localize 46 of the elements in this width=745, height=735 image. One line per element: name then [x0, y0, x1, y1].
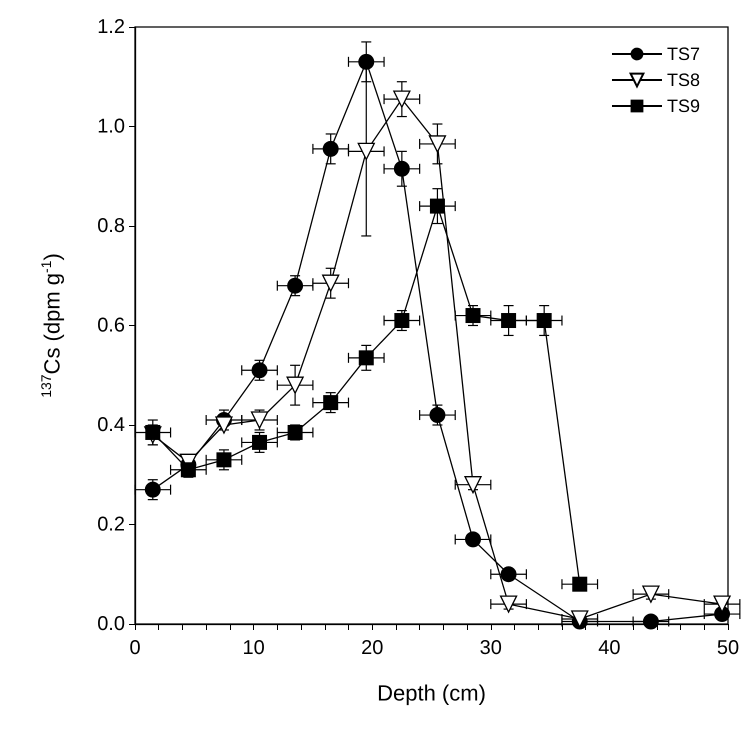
- point: [145, 424, 160, 440]
- point: [358, 350, 374, 366]
- x-tick-label: 40: [598, 637, 621, 659]
- point: [428, 135, 446, 153]
- x-axis-title: Depth (cm): [377, 680, 486, 706]
- y-tick-label: 0.0: [97, 613, 125, 635]
- point: [358, 142, 375, 160]
- y-tick-label: 0.6: [97, 314, 125, 336]
- y-tick-label: 1.2: [97, 16, 125, 38]
- y-tick-label: 0.2: [97, 514, 125, 536]
- point: [252, 434, 268, 450]
- point: [465, 531, 482, 548]
- point: [642, 586, 660, 603]
- point: [464, 476, 482, 494]
- x-tick-label: 20: [361, 637, 384, 659]
- point: [501, 313, 516, 328]
- y-axis-title: 137Cs (dpm g-1): [38, 253, 64, 398]
- point: [393, 90, 410, 108]
- point: [180, 462, 196, 478]
- point: [322, 274, 340, 292]
- point: [394, 160, 410, 177]
- legend-label: TS9: [666, 96, 700, 116]
- y-tick-label: 0.8: [97, 215, 125, 237]
- point: [500, 566, 517, 582]
- point: [430, 198, 445, 214]
- point: [323, 395, 338, 410]
- y-tick-label: 1.0: [97, 116, 125, 138]
- point: [358, 54, 374, 70]
- x-tick-label: 10: [242, 637, 265, 659]
- y-tick-label: 0.4: [97, 414, 125, 436]
- point: [286, 376, 304, 394]
- point: [572, 576, 588, 592]
- point: [642, 614, 659, 630]
- legend-label: TS8: [666, 70, 700, 90]
- point: [215, 416, 233, 434]
- point: [429, 407, 446, 424]
- legend-label: TS7: [666, 44, 700, 64]
- point: [394, 313, 410, 328]
- x-tick-label: 30: [480, 637, 502, 659]
- point: [216, 452, 232, 468]
- point: [322, 140, 339, 157]
- point: [500, 595, 518, 613]
- point: [536, 313, 552, 328]
- x-tick-label: 50: [716, 637, 740, 659]
- point: [466, 308, 481, 324]
- x-tick-label: 0: [129, 637, 141, 659]
